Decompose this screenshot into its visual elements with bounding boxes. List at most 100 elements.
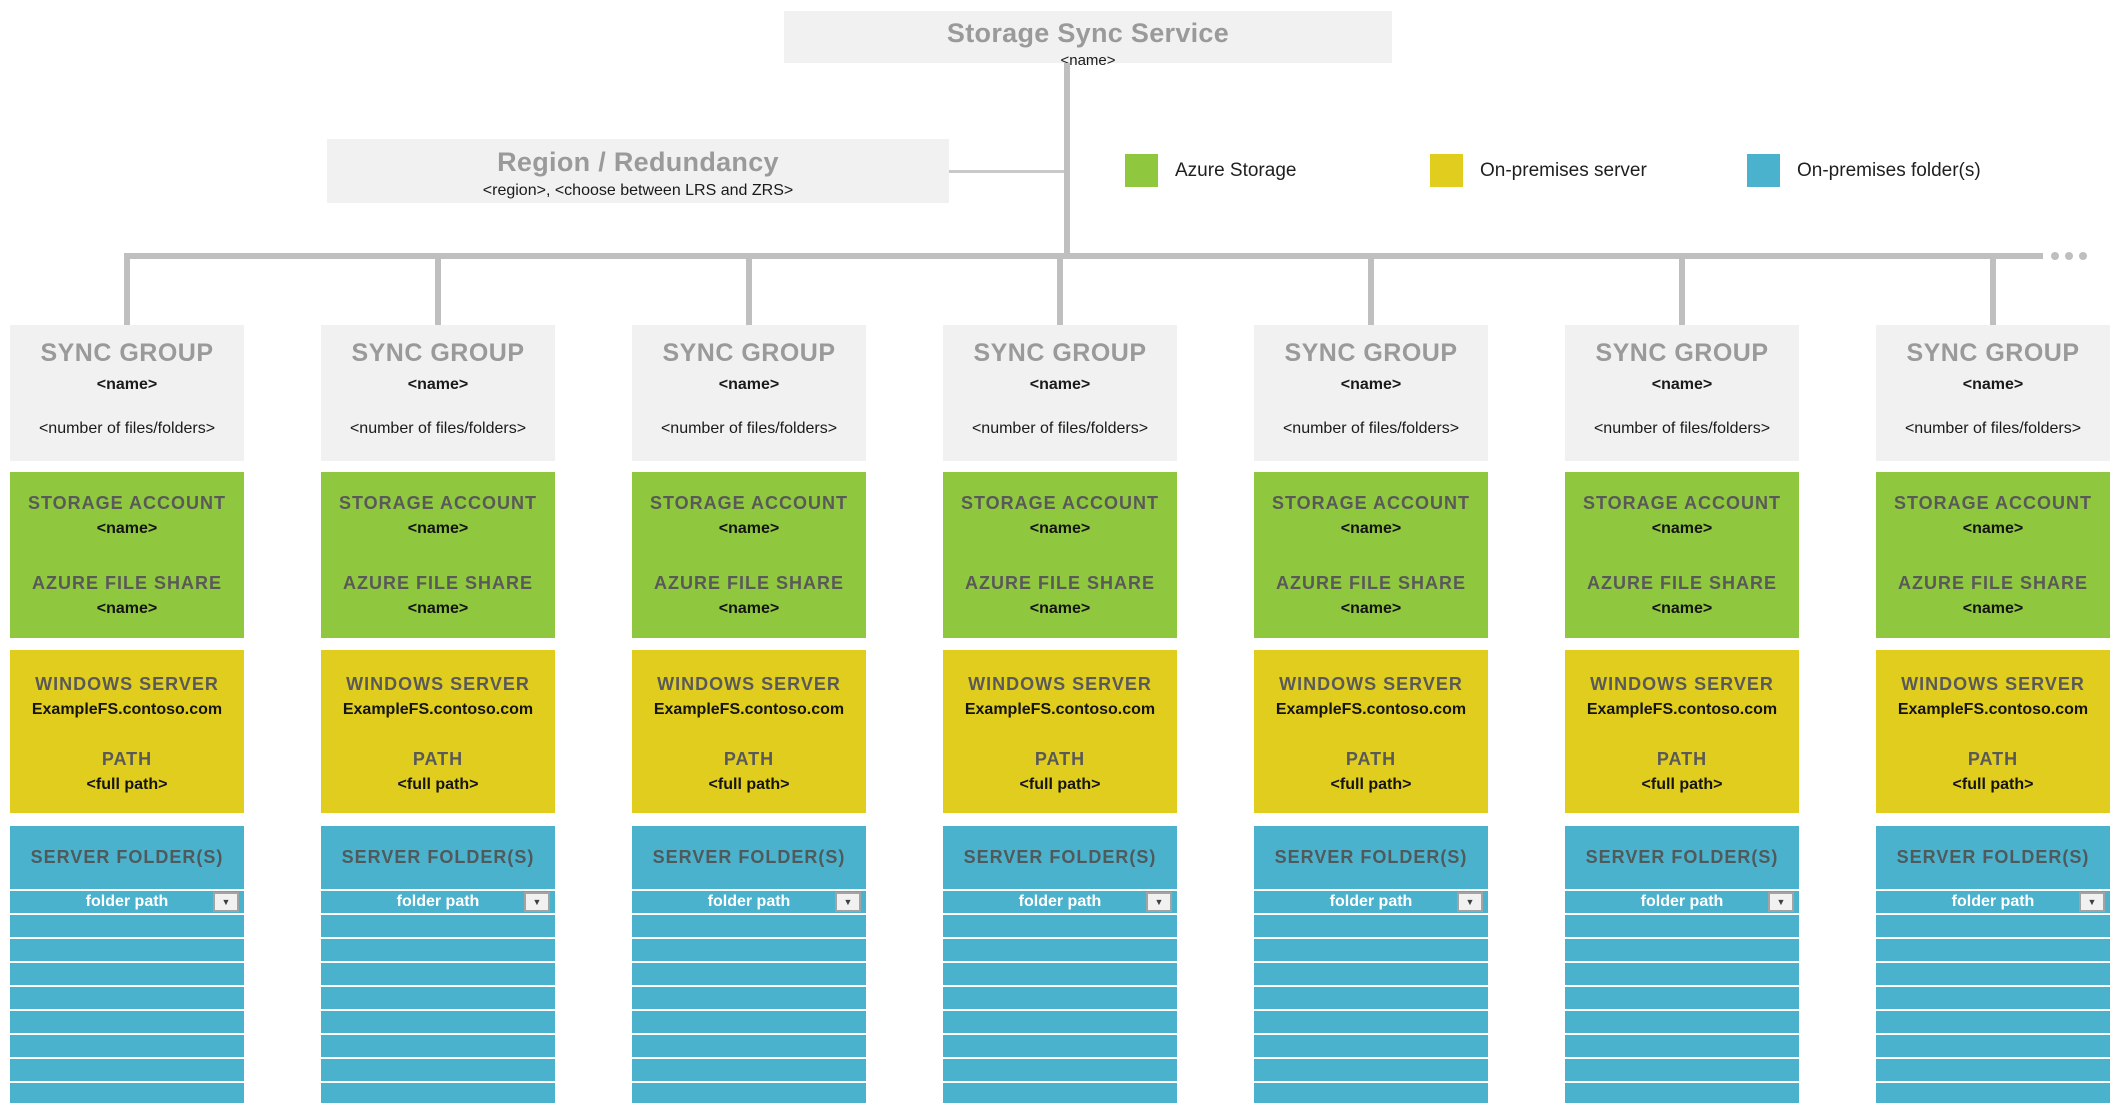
server-folders-header: SERVER FOLDER(S) xyxy=(321,826,555,889)
windows-server-label: WINDOWS SERVER xyxy=(657,674,841,694)
azure-storage-box: STORAGE ACCOUNT <name> AZURE FILE SHARE … xyxy=(1254,472,1488,638)
windows-server-hostname: ExampleFS.contoso.com xyxy=(342,701,534,718)
storage-sync-service-title: Storage Sync Service xyxy=(946,18,1230,48)
empty-folder-row xyxy=(321,1011,555,1035)
server-folders-header: SERVER FOLDER(S) xyxy=(1254,826,1488,889)
spacer xyxy=(1876,723,2110,746)
empty-folder-row xyxy=(1876,1035,2110,1059)
folder-path-cell[interactable]: folder path ▼ xyxy=(943,889,1177,915)
sync-group-name: <name> xyxy=(1340,376,1402,393)
sync-group-name: <name> xyxy=(1029,376,1091,393)
sync-group-files-count: <number of files/folders> xyxy=(1282,420,1460,437)
sync-group-box: SYNC GROUP <name> <number of files/folde… xyxy=(321,325,555,461)
path-label: PATH xyxy=(1656,749,1708,769)
sync-group-files-count: <number of files/folders> xyxy=(349,420,527,437)
folder-path-dropdown-button[interactable]: ▼ xyxy=(1457,892,1483,912)
folder-path-dropdown-button[interactable]: ▼ xyxy=(2079,892,2105,912)
windows-server-label: WINDOWS SERVER xyxy=(1901,674,2085,694)
folder-path-cell[interactable]: folder path ▼ xyxy=(10,889,244,915)
spacer xyxy=(1565,542,1799,570)
empty-folder-row xyxy=(1565,915,1799,939)
empty-folder-row xyxy=(632,963,866,987)
empty-folder-row xyxy=(10,1059,244,1083)
folder-path-cell[interactable]: folder path ▼ xyxy=(321,889,555,915)
folder-path-dropdown-button[interactable]: ▼ xyxy=(213,892,239,912)
azure-file-share-name: <name> xyxy=(1651,600,1713,617)
windows-server-hostname: ExampleFS.contoso.com xyxy=(1275,701,1467,718)
server-folders-label: SERVER FOLDER(S) xyxy=(1896,847,2090,867)
sync-group-column: SYNC GROUP <name> <number of files/folde… xyxy=(321,253,555,1103)
spacer xyxy=(10,542,244,570)
sync-group-box: SYNC GROUP <name> <number of files/folde… xyxy=(10,325,244,461)
folder-path-dropdown-button[interactable]: ▼ xyxy=(1768,892,1794,912)
server-folders-header: SERVER FOLDER(S) xyxy=(632,826,866,889)
server-folders-label: SERVER FOLDER(S) xyxy=(652,847,846,867)
azure-file-share-label: AZURE FILE SHARE xyxy=(31,573,222,593)
empty-folder-row xyxy=(1254,1059,1488,1083)
folder-list xyxy=(321,915,555,1103)
folder-list xyxy=(1876,915,2110,1103)
spacer xyxy=(321,723,555,746)
folder-path-cell[interactable]: folder path ▼ xyxy=(632,889,866,915)
sync-group-column: SYNC GROUP <name> <number of files/folde… xyxy=(943,253,1177,1103)
empty-folder-row xyxy=(321,987,555,1011)
on-premises-server-swatch-icon xyxy=(1430,154,1463,187)
azure-file-share-label: AZURE FILE SHARE xyxy=(1586,573,1777,593)
path-label: PATH xyxy=(1345,749,1397,769)
sync-group-connector-line xyxy=(124,253,130,325)
windows-server-box: WINDOWS SERVER ExampleFS.contoso.com PAT… xyxy=(321,650,555,813)
azure-file-share-label: AZURE FILE SHARE xyxy=(1897,573,2088,593)
server-folders-header: SERVER FOLDER(S) xyxy=(943,826,1177,889)
windows-server-label: WINDOWS SERVER xyxy=(968,674,1152,694)
storage-account-label: STORAGE ACCOUNT xyxy=(27,493,226,513)
azure-file-share-name: <name> xyxy=(1340,600,1402,617)
sync-group-connector-line xyxy=(1057,253,1063,325)
azure-file-share-label: AZURE FILE SHARE xyxy=(342,573,533,593)
empty-folder-row xyxy=(1876,1011,2110,1035)
storage-account-label: STORAGE ACCOUNT xyxy=(1582,493,1781,513)
server-folders-header: SERVER FOLDER(S) xyxy=(1565,826,1799,889)
folder-path-dropdown-button[interactable]: ▼ xyxy=(1146,892,1172,912)
path-label: PATH xyxy=(1034,749,1086,769)
empty-folder-row xyxy=(1565,1083,1799,1103)
windows-server-hostname: ExampleFS.contoso.com xyxy=(1586,701,1778,718)
sync-group-title: SYNC GROUP xyxy=(1284,339,1458,367)
folder-list xyxy=(632,915,866,1103)
server-folders-label: SERVER FOLDER(S) xyxy=(30,847,224,867)
storage-sync-service-name: <name> xyxy=(1060,52,1116,69)
empty-folder-row xyxy=(1254,963,1488,987)
chevron-down-icon: ▼ xyxy=(2087,897,2097,907)
path-value: <full path> xyxy=(1019,776,1101,793)
folder-path-cell[interactable]: folder path ▼ xyxy=(1876,889,2110,915)
storage-sync-service-box: Storage Sync Service <name> xyxy=(784,11,1392,69)
sync-group-name: <name> xyxy=(407,376,469,393)
path-value: <full path> xyxy=(86,776,168,793)
folder-path-value: folder path xyxy=(1951,893,2035,910)
path-label: PATH xyxy=(723,749,775,769)
spacer xyxy=(1876,542,2110,570)
sync-group-column: SYNC GROUP <name> <number of files/folde… xyxy=(1565,253,1799,1103)
folder-list xyxy=(1254,915,1488,1103)
sync-group-title: SYNC GROUP xyxy=(1906,339,2080,367)
empty-folder-row xyxy=(1565,963,1799,987)
empty-folder-row xyxy=(943,939,1177,963)
sync-group-connector-line xyxy=(1679,253,1685,325)
folder-path-dropdown-button[interactable]: ▼ xyxy=(524,892,550,912)
azure-file-share-name: <name> xyxy=(407,600,469,617)
chevron-down-icon: ▼ xyxy=(1154,897,1164,907)
azure-storage-box: STORAGE ACCOUNT <name> AZURE FILE SHARE … xyxy=(943,472,1177,638)
sync-group-title: SYNC GROUP xyxy=(351,339,525,367)
empty-folder-row xyxy=(10,1083,244,1103)
empty-folder-row xyxy=(10,1035,244,1059)
windows-server-label: WINDOWS SERVER xyxy=(346,674,530,694)
folder-path-cell[interactable]: folder path ▼ xyxy=(1565,889,1799,915)
storage-account-name: <name> xyxy=(1340,520,1402,537)
empty-folder-row xyxy=(1254,939,1488,963)
storage-account-name: <name> xyxy=(1962,520,2024,537)
legend-item-on-premises-folders: On-premises folder(s) xyxy=(1747,154,1981,187)
empty-folder-row xyxy=(632,987,866,1011)
chevron-down-icon: ▼ xyxy=(221,897,231,907)
folder-path-cell[interactable]: folder path ▼ xyxy=(1254,889,1488,915)
folder-path-dropdown-button[interactable]: ▼ xyxy=(835,892,861,912)
